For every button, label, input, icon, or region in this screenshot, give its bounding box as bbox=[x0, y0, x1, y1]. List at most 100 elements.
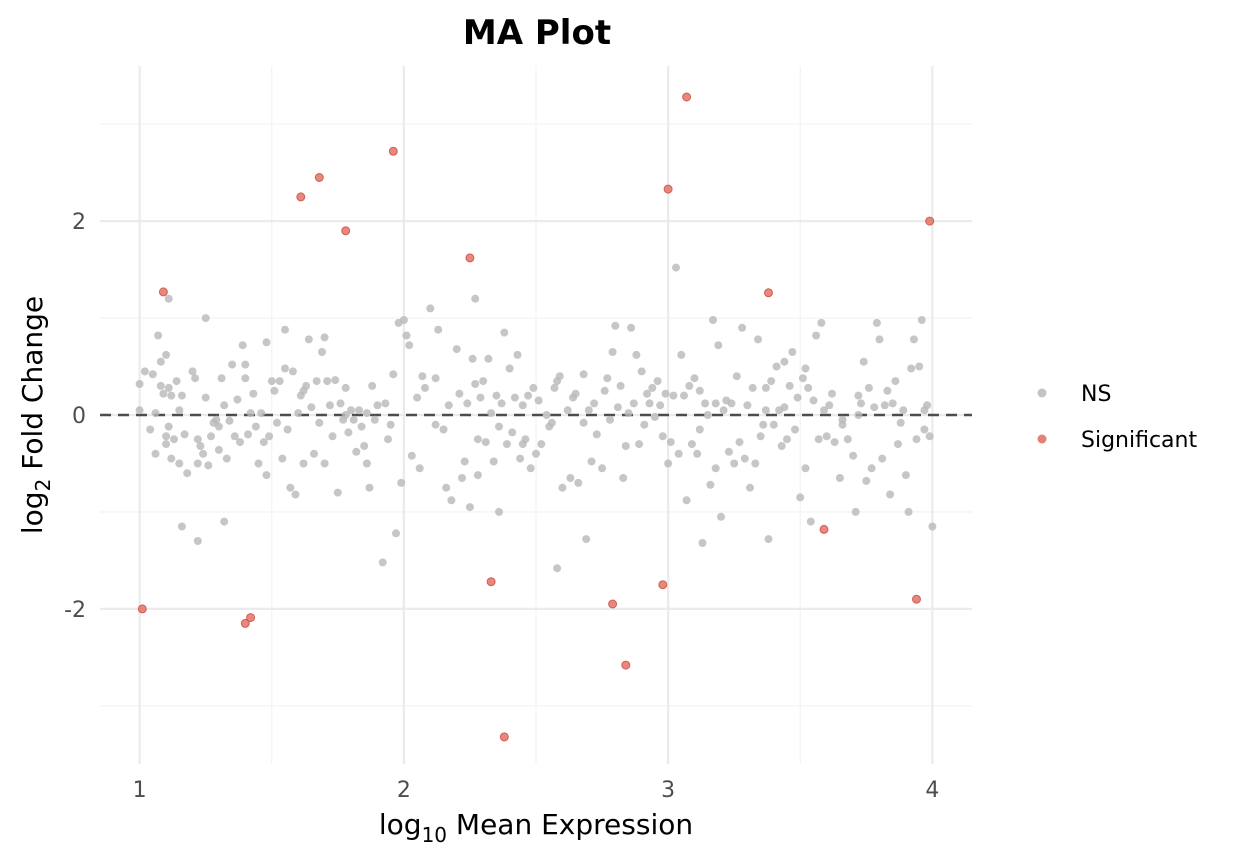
point-ns bbox=[928, 522, 937, 531]
point-ns bbox=[212, 415, 221, 424]
point-ns bbox=[814, 435, 823, 444]
point-ns bbox=[849, 451, 858, 460]
point-ns bbox=[201, 314, 210, 323]
point-ns bbox=[204, 461, 213, 470]
x-tick-label: 2 bbox=[397, 778, 411, 803]
point-ns bbox=[703, 411, 712, 419]
point-significant bbox=[764, 288, 773, 298]
point-ns bbox=[534, 396, 543, 405]
point-ns bbox=[283, 425, 292, 434]
point-ns bbox=[307, 403, 316, 412]
point-ns bbox=[151, 409, 160, 418]
point-ns bbox=[518, 440, 527, 449]
point-ns bbox=[714, 341, 723, 350]
point-ns bbox=[724, 447, 733, 456]
point-ns bbox=[886, 490, 895, 499]
point-ns bbox=[352, 447, 361, 456]
point-significant bbox=[388, 146, 398, 156]
point-ns bbox=[690, 374, 699, 383]
point-ns bbox=[637, 367, 646, 376]
point-ns bbox=[399, 316, 408, 324]
point-ns bbox=[746, 483, 754, 492]
point-ns bbox=[500, 328, 509, 337]
point-ns bbox=[426, 304, 435, 313]
point-ns bbox=[677, 350, 686, 359]
point-ns bbox=[706, 480, 715, 489]
point-ns bbox=[785, 381, 794, 390]
point-ns bbox=[817, 318, 826, 327]
point-ns bbox=[275, 377, 284, 386]
point-ns bbox=[891, 377, 900, 386]
point-ns bbox=[661, 389, 670, 398]
point-ns bbox=[135, 406, 144, 415]
point-ns bbox=[674, 449, 683, 458]
point-ns bbox=[717, 512, 725, 521]
y-tick-labels: -2 0 2 bbox=[64, 210, 86, 623]
point-ns bbox=[645, 399, 654, 408]
point-ns bbox=[666, 438, 675, 447]
point-ns bbox=[640, 420, 649, 429]
point-ns bbox=[267, 377, 276, 386]
point-ns bbox=[553, 564, 562, 573]
point-ns bbox=[156, 357, 165, 366]
point-ns bbox=[735, 438, 744, 447]
data-points bbox=[135, 92, 937, 742]
point-ns bbox=[925, 432, 934, 441]
point-ns bbox=[613, 403, 622, 412]
point-significant bbox=[663, 184, 673, 194]
point-ns bbox=[502, 440, 511, 449]
point-ns bbox=[389, 370, 398, 379]
point-ns bbox=[709, 316, 717, 324]
point-ns bbox=[415, 464, 424, 473]
point-ns bbox=[402, 331, 411, 340]
point-ns bbox=[804, 383, 813, 392]
point-ns bbox=[362, 409, 371, 418]
point-ns bbox=[698, 539, 707, 547]
point-ns bbox=[304, 335, 313, 344]
point-ns bbox=[764, 535, 773, 544]
point-ns bbox=[299, 459, 308, 468]
point-ns bbox=[582, 535, 591, 544]
point-ns bbox=[606, 415, 614, 424]
point-ns bbox=[381, 399, 390, 408]
point-ns bbox=[193, 459, 202, 468]
point-ns bbox=[156, 381, 165, 390]
point-ns bbox=[418, 372, 427, 381]
point-ns bbox=[880, 401, 889, 410]
legend: NS Significant bbox=[1037, 382, 1197, 453]
point-ns bbox=[505, 364, 514, 373]
point-ns bbox=[323, 377, 332, 386]
point-ns bbox=[579, 418, 588, 427]
point-significant bbox=[314, 173, 324, 182]
point-ns bbox=[566, 474, 575, 482]
point-ns bbox=[518, 401, 527, 410]
point-significant bbox=[341, 226, 351, 236]
point-ns bbox=[809, 396, 818, 405]
point-significant bbox=[465, 253, 475, 263]
point-ns bbox=[281, 364, 289, 373]
point-ns bbox=[365, 483, 374, 492]
point-significant bbox=[158, 287, 168, 297]
x-axis-label-suffix: Mean Expression bbox=[447, 808, 693, 841]
point-ns bbox=[801, 464, 810, 473]
point-ns bbox=[312, 377, 321, 386]
point-ns bbox=[172, 377, 181, 386]
point-ns bbox=[484, 354, 493, 363]
point-ns bbox=[286, 483, 295, 492]
point-ns bbox=[648, 383, 657, 392]
point-ns bbox=[822, 432, 831, 441]
point-ns bbox=[915, 362, 924, 371]
point-ns bbox=[465, 503, 474, 512]
point-ns bbox=[481, 438, 490, 447]
point-ns bbox=[193, 435, 202, 444]
point-ns bbox=[627, 323, 636, 332]
point-ns bbox=[471, 380, 480, 388]
point-ns bbox=[180, 430, 189, 439]
point-significant bbox=[682, 92, 692, 102]
point-ns bbox=[693, 449, 702, 458]
point-ns bbox=[468, 354, 477, 363]
point-ns bbox=[175, 406, 184, 415]
point-ns bbox=[479, 377, 488, 386]
point-ns bbox=[772, 362, 781, 371]
point-ns bbox=[439, 425, 448, 434]
